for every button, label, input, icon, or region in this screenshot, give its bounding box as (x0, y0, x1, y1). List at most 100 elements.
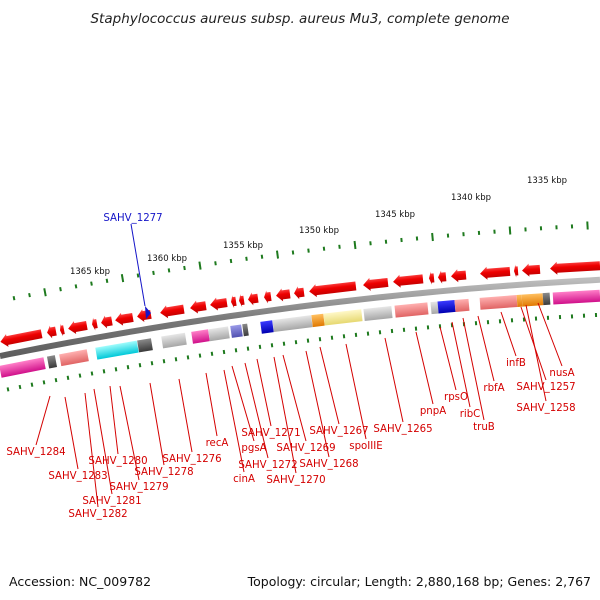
scale-minor-tick (307, 248, 310, 253)
gene-label[interactable]: SAHV_1272 (238, 460, 297, 471)
feature-block[interactable] (0, 357, 46, 378)
gene-arrow[interactable] (308, 279, 357, 298)
feature-block[interactable] (479, 294, 518, 310)
gene-arrow[interactable] (522, 263, 541, 277)
gene-arrow[interactable] (0, 327, 43, 348)
gene-label[interactable]: pgsA (241, 443, 266, 454)
outer-tick-dot (330, 335, 334, 340)
feature-block[interactable] (161, 332, 187, 349)
gene-label[interactable]: SAHV_1283 (48, 471, 107, 482)
gene-arrow[interactable] (428, 271, 435, 285)
gene-arrow[interactable] (159, 303, 185, 320)
gene-arrow[interactable] (114, 311, 134, 327)
gene-label[interactable]: cinA (233, 474, 255, 485)
outer-tick-dot (234, 348, 238, 353)
gene-label[interactable]: rpsO (444, 392, 468, 403)
scale-major-tick (586, 221, 589, 230)
gene-label[interactable]: SAHV_1284 (6, 447, 65, 458)
outer-tick-dot (114, 367, 118, 372)
gene-label[interactable]: SAHV_1278 (134, 467, 193, 478)
gene-arrow[interactable] (362, 276, 389, 292)
gene-arrow[interactable] (392, 272, 424, 288)
feature-block[interactable] (208, 326, 230, 342)
feature-block[interactable] (552, 289, 600, 305)
feature-block[interactable] (323, 309, 363, 326)
gene-arrow[interactable] (189, 299, 207, 314)
gene-arrow[interactable] (275, 287, 291, 302)
gene-arrow[interactable] (550, 259, 600, 275)
scale-minor-tick (74, 284, 78, 289)
gene-arrow[interactable] (67, 319, 88, 335)
feature-block[interactable] (95, 340, 139, 360)
scale-minor-tick (493, 229, 496, 234)
gene-label[interactable]: spoIIIE (349, 441, 382, 452)
feature-block[interactable] (430, 301, 439, 315)
gene-label[interactable]: SAHV_1271 (241, 428, 300, 439)
feature-block[interactable] (46, 355, 58, 369)
gene-arrow[interactable] (450, 269, 467, 283)
feature-block[interactable] (137, 338, 153, 353)
gene-label[interactable]: rbfA (483, 383, 504, 394)
gene-label[interactable]: SAHV_1270 (266, 475, 325, 486)
highlighted-gene-label[interactable]: SAHV_1277 (103, 213, 162, 224)
leader-line (231, 365, 255, 442)
gene-arrow[interactable] (91, 317, 98, 331)
feature-block[interactable] (230, 324, 243, 338)
scale-label: 1340 kbp (451, 193, 491, 203)
feature-block[interactable] (542, 292, 551, 306)
feature-block[interactable] (260, 320, 274, 334)
gene-arrow[interactable] (437, 270, 447, 284)
scale-major-tick (43, 288, 47, 297)
gene-label[interactable]: infB (506, 358, 526, 369)
gene-label[interactable]: SAHV_1265 (373, 424, 432, 435)
outer-tick-dot (246, 346, 250, 351)
outer-tick-dot (558, 315, 562, 320)
gene-arrow[interactable] (230, 295, 237, 309)
scale-minor-tick (555, 225, 558, 230)
gene-label[interactable]: ribC (460, 409, 481, 420)
gene-label[interactable]: SAHV_1257 (516, 382, 575, 393)
feature-block[interactable] (521, 293, 544, 307)
feature-block[interactable] (272, 315, 313, 333)
outer-tick-dot (150, 361, 154, 366)
gene-arrow[interactable] (238, 294, 245, 308)
gene-arrow[interactable] (100, 315, 113, 330)
outer-tick-dot (186, 355, 190, 360)
gene-label[interactable]: SAHV_1258 (516, 403, 575, 414)
gene-label[interactable]: nusA (549, 368, 574, 379)
feature-block[interactable] (311, 313, 325, 328)
feature-block[interactable] (394, 302, 429, 318)
gene-arrow[interactable] (209, 296, 228, 311)
gene-arrow[interactable] (136, 308, 152, 323)
gene-label[interactable]: SAHV_1268 (299, 459, 358, 470)
gene-label[interactable]: SAHV_1282 (68, 509, 127, 520)
gene-label[interactable]: SAHV_1276 (162, 454, 221, 465)
gene-label[interactable]: SAHV_1281 (82, 496, 141, 507)
gene-label[interactable]: pnpA (420, 406, 446, 417)
gene-label[interactable]: truB (473, 422, 495, 433)
feature-block[interactable] (516, 294, 523, 307)
outer-tick-dot (366, 331, 370, 336)
gene-label[interactable]: SAHV_1280 (88, 456, 147, 467)
feature-block[interactable] (454, 298, 470, 312)
gene-arrow[interactable] (263, 290, 272, 304)
feature-block[interactable] (363, 306, 393, 321)
gene-arrow[interactable] (59, 323, 65, 337)
gene-labels: SAHV_1284 SAHV_1283 SAHV_1282 SAHV_1281 SAHV… (6, 358, 575, 520)
gene-label[interactable]: SAHV_1279 (109, 482, 168, 493)
gene-arrow[interactable] (293, 286, 305, 300)
gene-label[interactable]: recA (206, 438, 229, 449)
gene-arrow[interactable] (247, 292, 259, 306)
feature-block[interactable] (437, 299, 456, 314)
feature-block[interactable] (191, 329, 210, 344)
feature-block[interactable] (242, 323, 249, 337)
gene-label[interactable]: SAHV_1269 (276, 443, 335, 454)
feature-block[interactable] (59, 349, 89, 367)
outer-tick-dot (486, 320, 490, 325)
leader-line (223, 369, 245, 473)
gene-arrow[interactable] (46, 325, 57, 339)
highlighted-gene-group[interactable]: SAHV_1277 (103, 213, 163, 319)
gene-label[interactable]: SAHV_1267 (309, 426, 368, 437)
gene-arrow[interactable] (514, 264, 519, 278)
gene-arrow[interactable] (480, 265, 511, 280)
